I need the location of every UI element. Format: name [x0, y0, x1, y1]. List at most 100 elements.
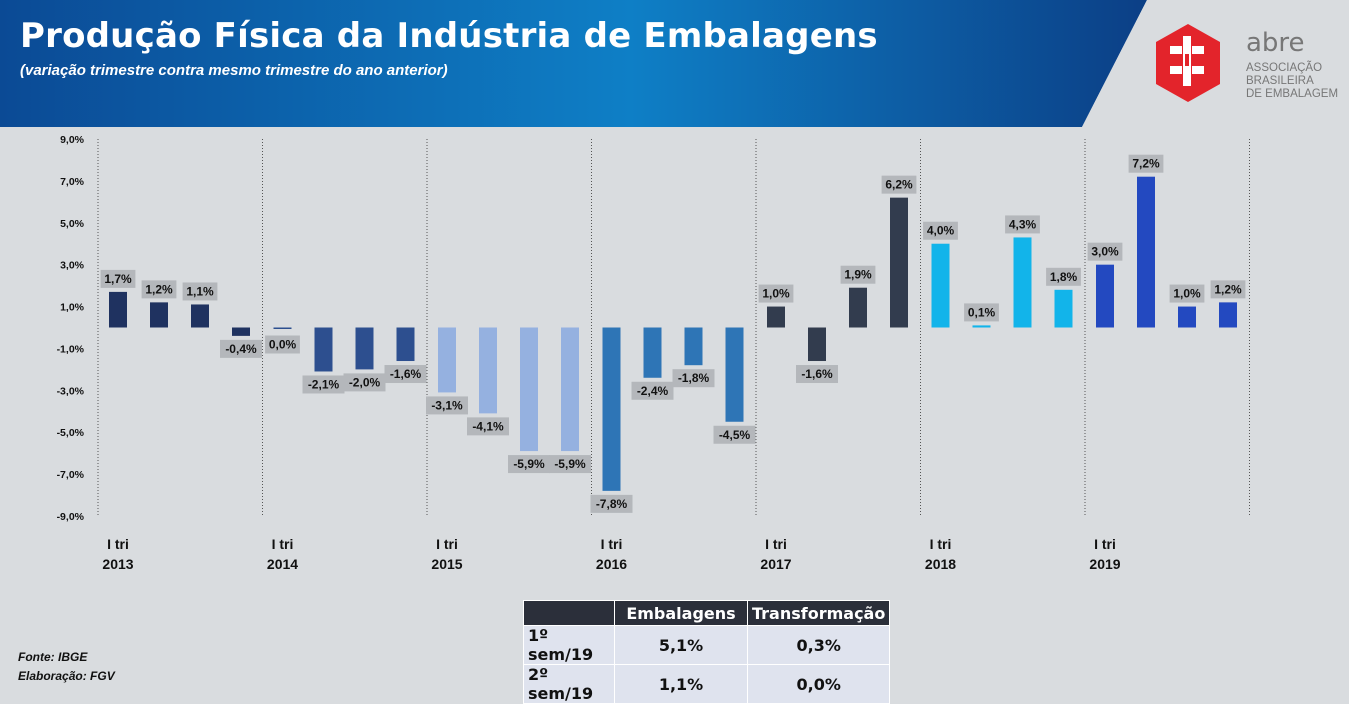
bar-chart: 9,0% 7,0% 5,0% 3,0% 1,0% -1,0% -3,0% -5,0% -7,0%… — [57, 134, 1250, 572]
data-label-box — [964, 303, 999, 322]
y-tick-label: 1,0% — [60, 302, 85, 314]
x-quarter-label: I tri — [601, 536, 623, 552]
bar — [273, 327, 292, 329]
data-label: 1,0% — [1173, 287, 1201, 301]
table-header-empty — [523, 600, 615, 626]
bar — [314, 327, 333, 372]
data-label-box — [840, 265, 876, 284]
bar — [150, 302, 168, 328]
data-label: -3,1% — [431, 398, 463, 412]
data-label-box — [508, 455, 550, 474]
bar — [479, 327, 497, 414]
y-tick-label: -9,0% — [57, 511, 85, 523]
data-label: 1,7% — [104, 272, 132, 286]
data-label: 4,3% — [1009, 217, 1037, 231]
summary-table: Embalagens Transformação 1º sem/19 5,1% … — [523, 600, 891, 704]
data-label-box — [220, 339, 262, 358]
data-label: -5,9% — [513, 457, 545, 471]
table-cell-embalagens: 1,1% — [614, 664, 748, 704]
data-label-box — [590, 494, 633, 513]
data-label: -4,1% — [472, 419, 504, 433]
header-banner: Produção Física da Indústria de Embalage… — [0, 0, 1349, 127]
data-label: 4,0% — [927, 224, 955, 238]
x-quarter-label: I tri — [272, 536, 294, 552]
data-label: 0,0% — [269, 338, 297, 352]
logo-line: DE EMBALAGEM — [1246, 88, 1339, 100]
data-label: 1,8% — [1050, 270, 1078, 284]
data-label-box — [631, 381, 674, 400]
bar — [191, 304, 209, 328]
y-tick-label: 9,0% — [60, 134, 85, 146]
bar — [849, 287, 867, 328]
x-axis-labels: I tri 2013 I tri 2014 I tri 2015 I tri 2016 I tr… — [102, 536, 1120, 572]
data-label: -5,9% — [554, 457, 586, 471]
data-labels: 1,7% 1,2% 1,1% -0,4% 0,0% -2,1% -2,0% -1,6% -3,1… — [100, 154, 1246, 513]
table-header-transformacao: Transformação — [746, 600, 891, 626]
bar — [396, 327, 415, 362]
data-label: -1,8% — [678, 371, 710, 385]
data-label-box — [549, 455, 591, 474]
bar — [931, 243, 950, 328]
data-label-box — [1005, 215, 1040, 234]
data-label-box — [881, 175, 917, 194]
bar — [1096, 264, 1114, 328]
table-header-row: Embalagens Transformação — [523, 600, 891, 626]
data-label-box — [302, 375, 345, 394]
table-row-label: 1º sem/19 — [523, 625, 615, 665]
data-label-box — [713, 425, 756, 444]
y-tick-label: -5,0% — [57, 427, 85, 439]
bar — [684, 327, 703, 366]
bar — [890, 197, 908, 328]
bar — [232, 327, 250, 336]
y-tick-label: 3,0% — [60, 260, 85, 272]
x-quarter-label: I tri — [1094, 536, 1116, 552]
x-year-label: 2014 — [267, 556, 298, 572]
x-year-label: 2016 — [596, 556, 627, 572]
data-label-box — [758, 284, 794, 303]
bar — [520, 327, 538, 452]
bar — [1013, 237, 1032, 328]
data-label-box — [384, 365, 427, 384]
data-label: -4,5% — [719, 428, 751, 442]
data-label-box — [1169, 284, 1205, 303]
y-tick-label: 5,0% — [60, 218, 85, 230]
data-label-box — [467, 417, 509, 436]
y-tick-label: -1,0% — [57, 343, 85, 355]
data-label: 1,9% — [844, 268, 872, 282]
table-cell-transformacao: 0,0% — [746, 664, 891, 704]
source-note: Fonte: IBGE — [18, 650, 88, 664]
data-label: -7,8% — [596, 497, 628, 511]
bar — [643, 327, 662, 378]
data-label-box — [182, 282, 218, 301]
bar — [725, 327, 744, 422]
bar — [438, 327, 456, 393]
data-label: 7,2% — [1132, 157, 1160, 171]
data-label: -2,4% — [637, 384, 669, 398]
data-label-box — [141, 280, 177, 299]
bars — [109, 176, 1237, 491]
table-row: 2º sem/19 1,1% 0,0% — [523, 664, 891, 704]
bar — [109, 291, 127, 328]
x-year-label: 2013 — [102, 556, 133, 572]
data-label: -1,6% — [390, 367, 422, 381]
data-label: -1,6% — [801, 367, 833, 381]
data-label-box — [1087, 242, 1123, 261]
bar — [602, 327, 621, 491]
data-label-box — [265, 335, 300, 354]
x-quarter-label: I tri — [436, 536, 458, 552]
data-label: 1,2% — [145, 282, 173, 296]
bar — [972, 325, 991, 328]
x-quarter-label: I tri — [930, 536, 952, 552]
data-label-box — [672, 369, 715, 388]
bar — [561, 327, 579, 452]
data-label-box — [426, 396, 468, 415]
bar — [1219, 302, 1237, 328]
page-subtitle: (variação trimestre contra mesmo trimest… — [20, 62, 448, 79]
elaboration-note: Elaboração: FGV — [18, 669, 115, 683]
logo-subtitle: ASSOCIAÇÃO BRASILEIRA DE EMBALAGEM — [1246, 62, 1338, 101]
table-row-label: 2º sem/19 — [523, 664, 615, 704]
data-label: 1,2% — [1214, 282, 1242, 296]
bar — [1137, 176, 1155, 328]
data-label-box — [1128, 154, 1164, 173]
data-label-box — [1046, 267, 1081, 286]
